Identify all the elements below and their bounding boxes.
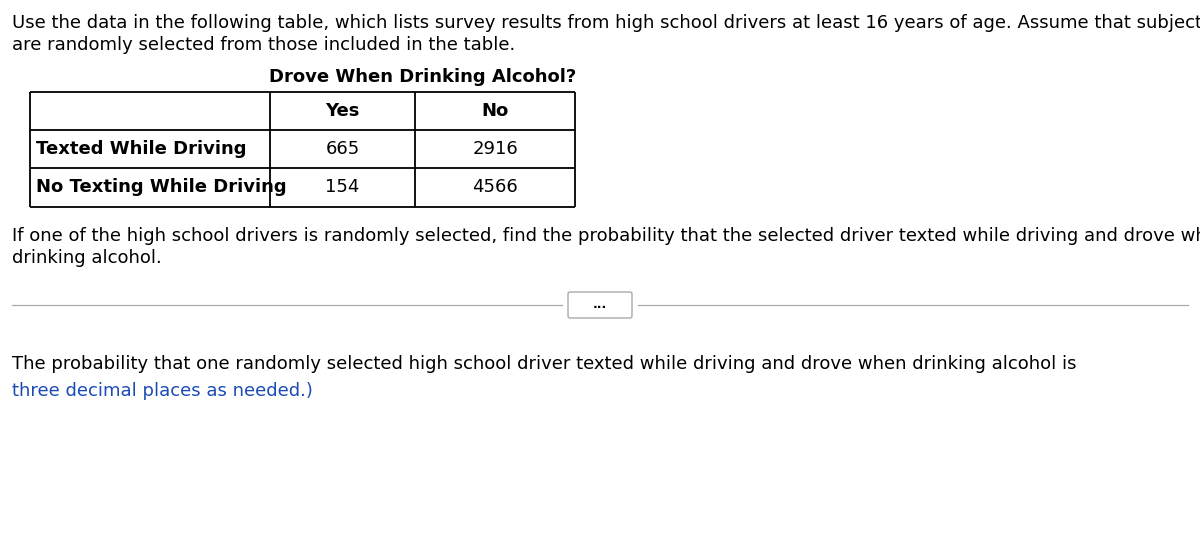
Text: 4566: 4566 xyxy=(472,178,518,196)
Text: Drove When Drinking Alcohol?: Drove When Drinking Alcohol? xyxy=(269,68,576,86)
Text: 154: 154 xyxy=(325,178,360,196)
Text: Yes: Yes xyxy=(325,102,360,120)
FancyBboxPatch shape xyxy=(568,292,632,318)
Text: drinking alcohol.: drinking alcohol. xyxy=(12,249,162,267)
Text: 2916: 2916 xyxy=(472,140,518,158)
Text: ...: ... xyxy=(593,299,607,311)
Text: Use the data in the following table, which lists survey results from high school: Use the data in the following table, whi… xyxy=(12,14,1200,32)
Text: three decimal places as needed.): three decimal places as needed.) xyxy=(12,382,313,400)
Text: Texted While Driving: Texted While Driving xyxy=(36,140,246,158)
Text: 665: 665 xyxy=(325,140,360,158)
Text: No Texting While Driving: No Texting While Driving xyxy=(36,178,287,196)
Text: If one of the high school drivers is randomly selected, find the probability tha: If one of the high school drivers is ran… xyxy=(12,227,1200,245)
Text: are randomly selected from those included in the table.: are randomly selected from those include… xyxy=(12,36,515,54)
Text: The probability that one randomly selected high school driver texted while drivi: The probability that one randomly select… xyxy=(12,355,1082,373)
Text: No: No xyxy=(481,102,509,120)
